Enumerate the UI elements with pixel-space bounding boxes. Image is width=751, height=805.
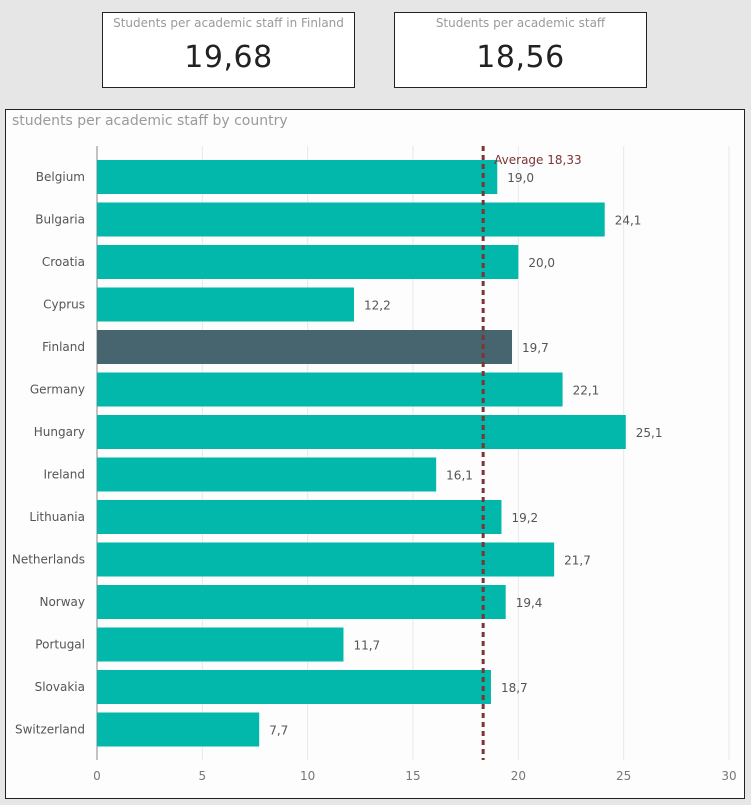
category-label: Netherlands [12, 553, 85, 567]
chart-title: students per academic staff by country [12, 113, 288, 129]
x-tick-label: 30 [721, 769, 736, 783]
data-label: 24,1 [615, 214, 642, 228]
category-label: Portugal [35, 638, 85, 652]
overall-kpi-value: 18,56 [476, 40, 565, 75]
x-tick-label: 5 [199, 769, 207, 783]
data-label: 22,1 [573, 384, 600, 398]
x-tick-label: 10 [300, 769, 315, 783]
x-tick-label: 0 [93, 769, 101, 783]
bar-hungary [97, 415, 626, 449]
category-label: Switzerland [15, 723, 85, 737]
average-reference-label: Average 18,33 [494, 153, 581, 167]
bar-cyprus [97, 287, 355, 322]
data-label: 19,4 [516, 596, 543, 610]
category-label: Germany [30, 383, 85, 397]
data-label: 20,0 [528, 256, 555, 270]
category-label: Hungary [34, 425, 85, 439]
data-label: 19,7 [522, 341, 549, 355]
category-label: Lithuania [29, 510, 85, 524]
data-label: 16,1 [446, 469, 473, 483]
bar-norway [97, 585, 506, 619]
bar-germany [97, 372, 563, 407]
finland-kpi-title: Students per academic staff in Finland [113, 16, 344, 30]
x-tick-label: 15 [405, 769, 420, 783]
overall-kpi-card: Students per academic staff 18,56 [394, 12, 647, 88]
category-label: Cyprus [43, 298, 85, 312]
data-label: 7,7 [269, 724, 288, 738]
data-label: 19,2 [511, 511, 538, 525]
x-tick-label: 20 [511, 769, 526, 783]
bar-ireland [97, 457, 437, 492]
bar-slovakia [97, 670, 491, 704]
x-tick-label: 25 [616, 769, 631, 783]
bar-finland [97, 330, 513, 364]
bar-belgium [97, 160, 498, 194]
finland-kpi-card: Students per academic staff in Finland 1… [102, 12, 355, 88]
data-label: 21,7 [564, 554, 591, 568]
category-label: Norway [39, 595, 85, 609]
overall-kpi-title: Students per academic staff [435, 16, 606, 30]
data-label: 19,0 [507, 171, 534, 185]
data-label: 11,7 [353, 639, 380, 653]
bar-bulgaria [97, 202, 605, 237]
bar-switzerland [97, 712, 260, 747]
category-label: Ireland [43, 468, 85, 482]
finland-kpi-value: 19,68 [184, 40, 273, 75]
category-label: Bulgaria [35, 213, 85, 227]
data-label: 25,1 [636, 426, 663, 440]
data-label: 18,7 [501, 681, 528, 695]
category-label: Belgium [36, 170, 85, 184]
bar-lithuania [97, 500, 502, 534]
data-label: 12,2 [364, 299, 391, 313]
category-label: Finland [42, 340, 85, 354]
bar-portugal [97, 627, 344, 662]
bar-netherlands [97, 542, 555, 577]
bar-chart-panel: students per academic staff by country 0… [5, 109, 745, 799]
category-label: Croatia [42, 255, 85, 269]
category-label: Slovakia [35, 680, 85, 694]
bar-chart: 0 5 10 15 20 25 30 Belgium 19,0 Bulgaria 24,1 Croat… [12, 146, 737, 783]
bar-croatia [97, 245, 519, 279]
